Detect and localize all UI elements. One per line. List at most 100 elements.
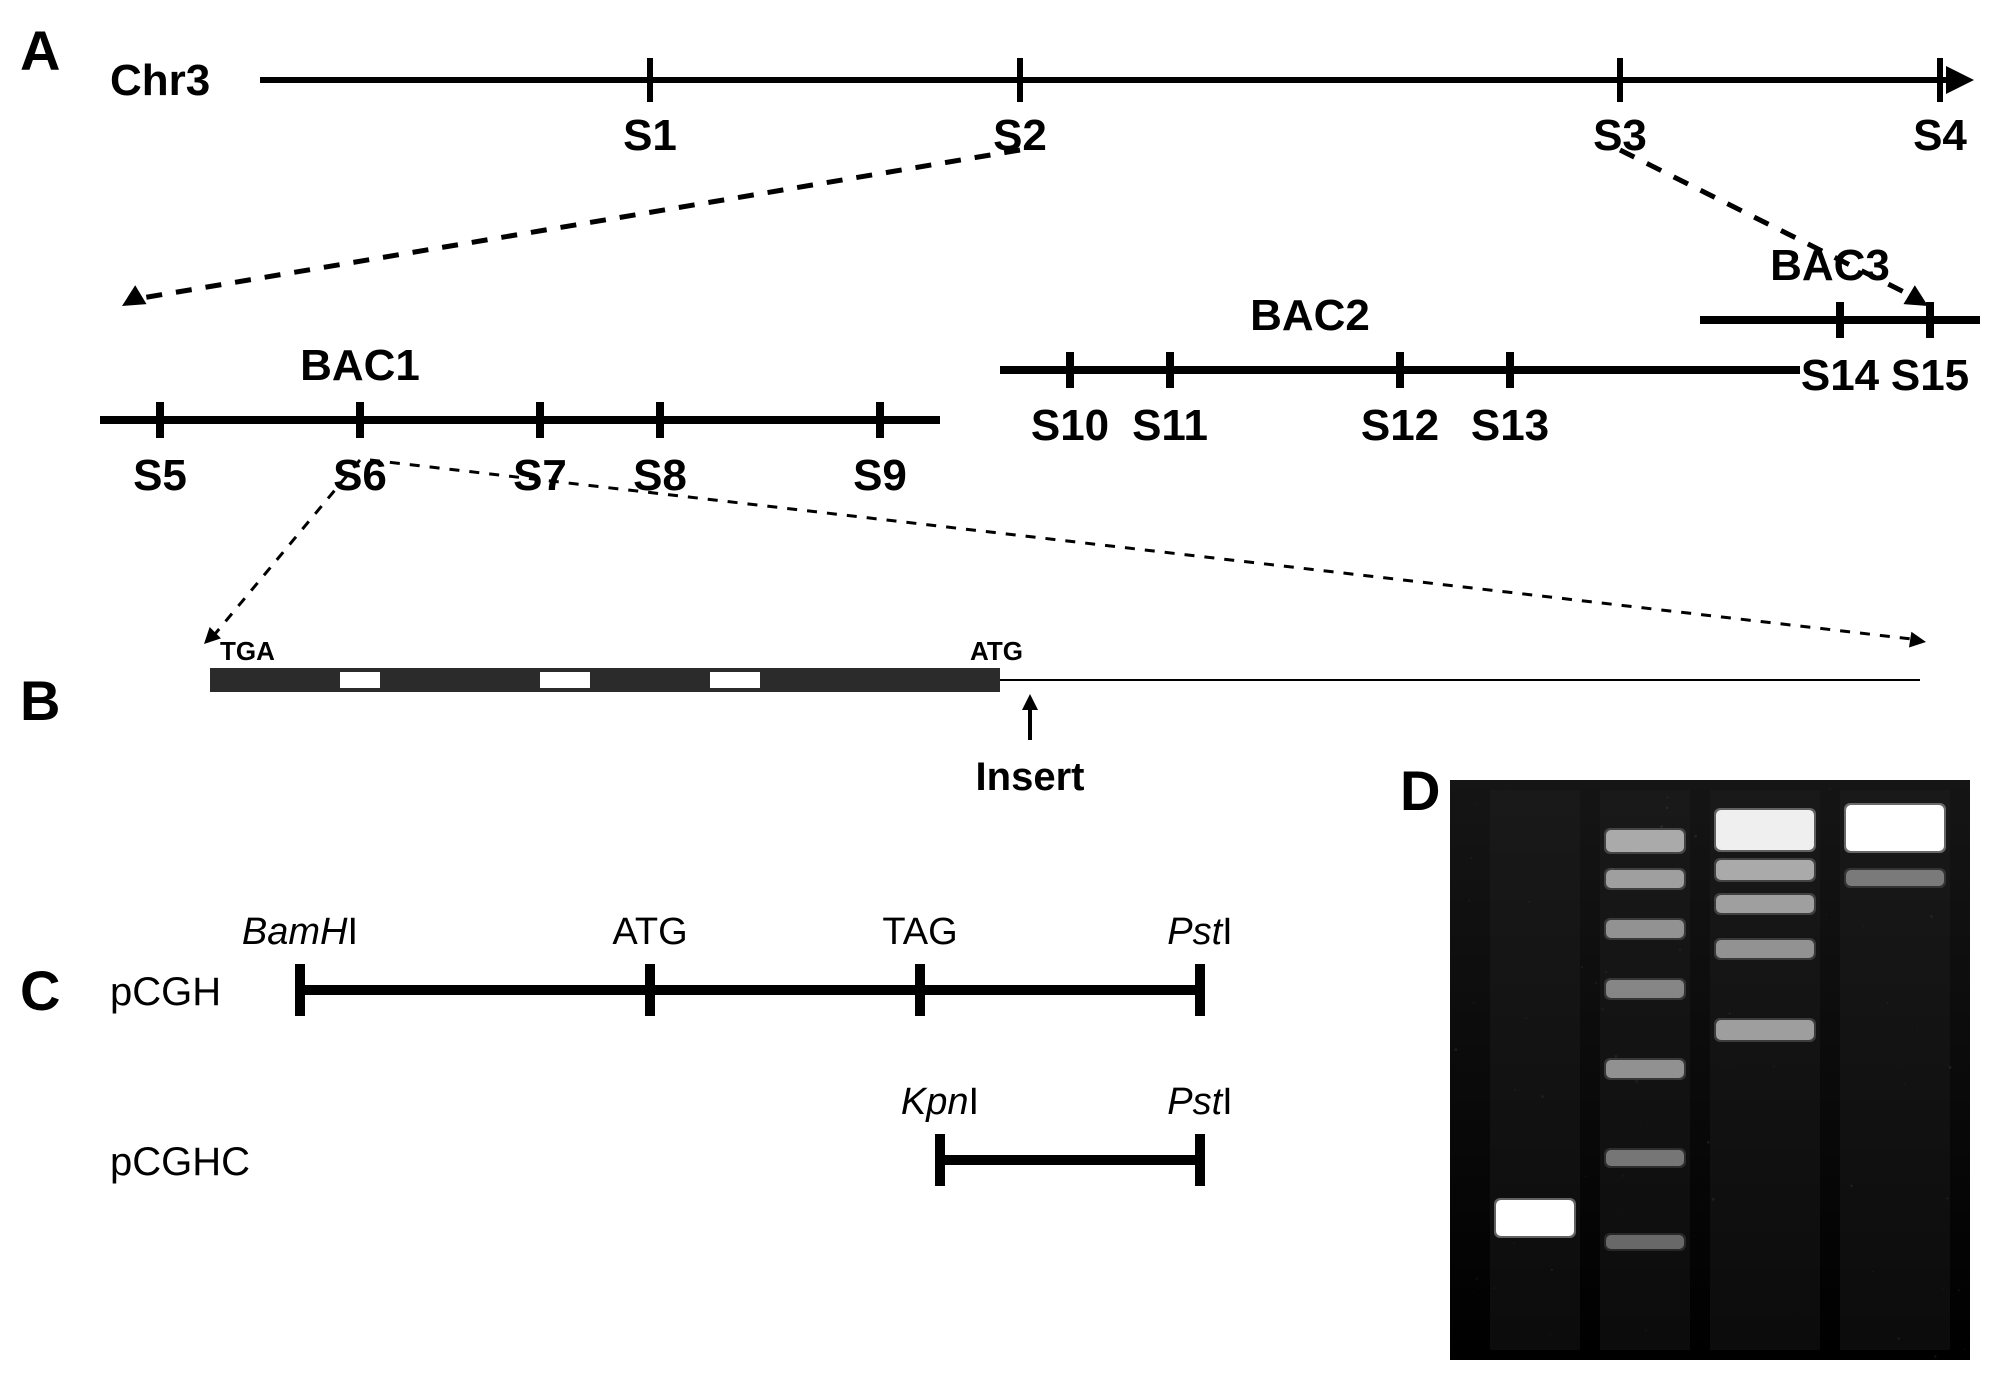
gel-noise-dot <box>1644 1329 1647 1332</box>
gene-gap <box>710 672 760 688</box>
gel-noise-dot <box>1493 1287 1495 1289</box>
gel-noise-dot <box>1859 1354 1860 1355</box>
gel-noise-dot <box>1640 1026 1642 1028</box>
gel-band <box>1606 1060 1684 1078</box>
gel-noise-dot <box>1666 796 1669 799</box>
gel-band <box>1716 895 1814 913</box>
gel-noise-dot <box>1840 1343 1841 1344</box>
arrowhead <box>1909 632 1926 648</box>
codon-label: ATG <box>612 911 687 953</box>
gel-noise-dot <box>1505 1350 1506 1351</box>
gel-noise-dot <box>1611 868 1614 871</box>
gel-noise-dot <box>1625 1025 1626 1026</box>
gel-noise-dot <box>1773 1066 1775 1068</box>
arrowhead <box>1946 66 1974 94</box>
gel-noise-dot <box>1743 846 1746 849</box>
gel-noise-dot <box>1609 1274 1610 1275</box>
gel-noise-dot <box>1496 895 1497 896</box>
gel-noise-dot <box>1726 1311 1728 1313</box>
gel-noise-dot <box>1713 1206 1714 1207</box>
gel-noise-dot <box>1878 791 1880 793</box>
gel-noise-dot <box>1640 1123 1641 1124</box>
bac-marker-label: S11 <box>1132 401 1208 450</box>
bac-label: BAC1 <box>300 341 420 390</box>
gel-noise-dot <box>1491 1128 1492 1129</box>
zoom2-dash <box>370 460 1920 640</box>
gel-noise-dot <box>1679 949 1682 952</box>
gel-band <box>1606 980 1684 998</box>
gel-noise-dot <box>1943 1132 1944 1133</box>
gel-noise-dot <box>1635 1080 1638 1083</box>
insert-label: Insert <box>976 755 1085 799</box>
restriction-site-label: KpnI <box>901 1081 979 1123</box>
gel-noise-dot <box>1614 1055 1617 1058</box>
chr-marker-label: S1 <box>623 111 677 160</box>
gel-noise-dot <box>1792 1318 1793 1319</box>
gel-noise-dot <box>1696 1184 1697 1185</box>
arrowhead <box>122 285 147 306</box>
gel-noise-dot <box>1958 1289 1961 1292</box>
gel-noise-dot <box>1850 1185 1852 1187</box>
pCGHC-label: pCGHC <box>110 1140 250 1184</box>
gel-noise-dot <box>1611 948 1612 949</box>
gel-noise-dot <box>1581 966 1583 968</box>
bac-marker-label: S13 <box>1471 401 1549 450</box>
gel-noise-dot <box>1780 1293 1781 1294</box>
gel-noise-dot <box>1617 1213 1618 1214</box>
codon-label: TAG <box>882 911 957 953</box>
gel-noise-dot <box>1738 1093 1739 1094</box>
gel-noise-dot <box>1886 1002 1888 1004</box>
gel-noise-dot <box>1942 1304 1943 1305</box>
arrowhead <box>1022 694 1038 710</box>
gel-noise-dot <box>1729 1012 1731 1014</box>
gel-noise-dot <box>1660 825 1663 828</box>
bac-marker-label: S10 <box>1031 401 1109 450</box>
gel-noise-dot <box>1823 1017 1825 1019</box>
gel-noise-dot <box>1688 1179 1689 1180</box>
gel-band <box>1846 805 1944 851</box>
gel-noise-dot <box>1961 961 1963 963</box>
gel-noise-dot <box>1596 1236 1598 1238</box>
gel-band <box>1606 920 1684 938</box>
gel-noise-dot <box>1808 1224 1810 1226</box>
gel-noise-dot <box>1506 1322 1509 1325</box>
gel-noise-dot <box>1910 1299 1911 1300</box>
gel-noise-dot <box>1591 1257 1592 1258</box>
bac-marker-label: S9 <box>853 451 907 500</box>
restriction-site-label: BamHI <box>242 911 358 953</box>
gel-noise-dot <box>1528 901 1530 903</box>
gel-noise-dot <box>1472 1291 1474 1293</box>
gel-noise-dot <box>1601 1008 1604 1011</box>
gel-noise-dot <box>1874 876 1876 878</box>
gene-body <box>210 668 1000 692</box>
gel-band <box>1606 870 1684 888</box>
gel-band <box>1716 860 1814 880</box>
gel-noise-dot <box>1584 968 1585 969</box>
gel-noise-dot <box>1930 915 1933 918</box>
bac-marker-label: S5 <box>133 451 187 500</box>
gel-noise-dot <box>1727 1064 1729 1066</box>
gel-noise-dot <box>1468 900 1470 902</box>
gel-noise-dot <box>1514 1089 1516 1091</box>
gel-noise-dot <box>1825 914 1827 916</box>
tga-label: TGA <box>220 636 275 666</box>
gel-noise-dot <box>1946 1197 1948 1199</box>
gel-noise-dot <box>1622 1174 1625 1177</box>
gel-noise-dot <box>1545 1161 1548 1164</box>
gel-band <box>1496 1200 1574 1236</box>
gel-noise-dot <box>1513 1242 1515 1244</box>
bac-label: BAC2 <box>1250 291 1370 340</box>
gel-noise-dot <box>1541 1095 1544 1098</box>
gel-noise-dot <box>1740 1179 1741 1180</box>
gel-noise-dot <box>1471 857 1473 859</box>
gel-noise-dot <box>1750 1013 1751 1014</box>
gel-noise-dot <box>1694 835 1697 838</box>
bac-marker-label: S8 <box>633 451 687 500</box>
gel-noise-dot <box>1840 1250 1842 1252</box>
gel-noise-dot <box>1881 1314 1882 1315</box>
gel-noise-dot <box>1570 913 1571 914</box>
gel-noise-dot <box>1461 1084 1462 1085</box>
pCGH-label: pCGH <box>110 970 221 1014</box>
gel-noise-dot <box>1917 1028 1918 1029</box>
gel-band <box>1846 870 1944 886</box>
